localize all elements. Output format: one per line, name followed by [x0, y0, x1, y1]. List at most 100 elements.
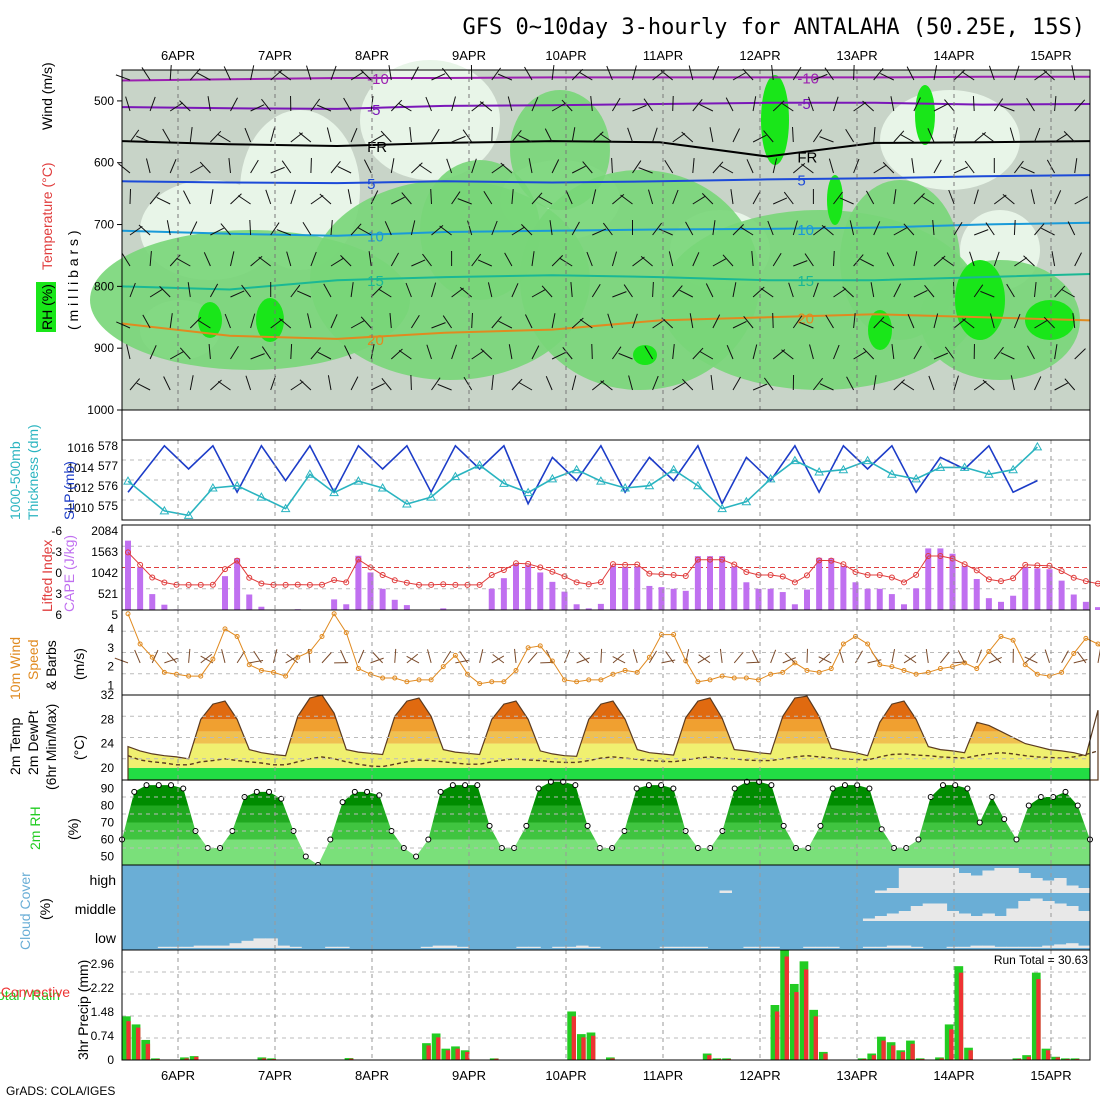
ylabel-wind-speed-2: Speed — [25, 640, 41, 680]
cape-bar — [258, 606, 265, 610]
wind-barb — [480, 348, 493, 360]
wind-barb — [298, 132, 312, 143]
cloud-high-bar — [982, 870, 995, 893]
wind-barb — [551, 65, 555, 81]
lifted-index-point — [222, 566, 228, 573]
wind-barb — [290, 284, 301, 298]
cloud-low-bar — [516, 946, 529, 948]
wind-barb — [230, 346, 239, 360]
wind-barb — [1000, 352, 1015, 360]
cape-bar — [779, 592, 786, 610]
contour-label: -5 — [367, 102, 380, 119]
wind-barb — [258, 256, 272, 267]
wind-barb — [618, 352, 633, 360]
ytick-label: 1.48 — [91, 1005, 115, 1019]
wind-barb — [278, 70, 292, 81]
wind-speed-point — [962, 660, 968, 666]
wind-speed-point — [1083, 635, 1089, 641]
wind-barb — [891, 344, 895, 360]
rh-key-swatch — [36, 282, 56, 332]
wind-barb — [627, 127, 633, 143]
wind-barb — [1072, 313, 1076, 329]
wind-barb — [270, 375, 277, 391]
wind-barb — [471, 312, 473, 329]
wind-barb — [828, 158, 834, 174]
cloud-level-label: low — [95, 930, 117, 946]
cape-bar — [1034, 568, 1041, 610]
cape-bar — [731, 566, 738, 610]
wind-barb — [136, 135, 151, 143]
wind-barb — [591, 131, 604, 143]
wind-barb — [647, 189, 654, 205]
date-label-bottom: 12APR — [739, 1068, 780, 1083]
surface-wind-barb — [221, 649, 226, 664]
wind-speed-line — [127, 612, 1100, 685]
cloud-middle-bar — [1066, 906, 1079, 921]
rh2m-point — [364, 788, 371, 795]
surface-wind-barb — [818, 653, 831, 664]
cape-bar — [1070, 594, 1077, 610]
wind-barb — [306, 65, 312, 81]
wind-barb — [562, 347, 573, 360]
wind-barb — [330, 161, 341, 174]
rh2m-point — [1013, 836, 1020, 843]
wind-barb — [993, 194, 1007, 205]
cloud-high-bar — [719, 890, 732, 893]
wind-barb — [430, 188, 432, 205]
wind-barb — [980, 290, 995, 298]
wind-barb — [893, 283, 902, 298]
cloud-middle-bar — [994, 916, 1007, 921]
wind-barb — [189, 375, 194, 391]
cape-bar — [901, 604, 907, 610]
cape-bar — [367, 572, 374, 610]
wind-speed-point — [234, 633, 240, 639]
rh-wet-region — [510, 90, 610, 210]
wind-barb — [1006, 283, 1015, 298]
cloud-low-bar — [432, 945, 446, 948]
wind-barb — [250, 159, 259, 174]
wind-barb — [732, 282, 737, 298]
cape-bar — [549, 581, 556, 610]
cloud-high-bar — [910, 868, 924, 893]
wind-speed-point — [319, 633, 325, 639]
date-label-bottom: 8APR — [355, 1068, 389, 1083]
wind-barb — [571, 375, 577, 391]
wind-speed-point — [1071, 650, 1077, 656]
rh2m-point — [1062, 788, 1069, 795]
contour-label: 5 — [797, 172, 805, 189]
wind-barb — [518, 134, 533, 143]
cloud-low-bar — [1078, 945, 1091, 948]
wind-barb — [933, 352, 949, 360]
wind-barb — [732, 376, 741, 391]
wind-speed-point — [513, 667, 519, 673]
wind-barb — [498, 320, 513, 329]
rh-saturated-region — [761, 75, 789, 165]
precip-convective-bar — [958, 972, 964, 1060]
date-label-bottom: 13APR — [836, 1068, 877, 1083]
surface-wind-barb — [751, 650, 759, 664]
precip-convective-bar — [494, 1058, 499, 1060]
cape-bar — [1046, 569, 1053, 610]
wind-barb — [862, 347, 875, 360]
wind-speed-point — [440, 664, 446, 670]
wind-barb — [804, 253, 814, 267]
wind-barb — [431, 377, 441, 391]
wind-barb — [772, 158, 778, 174]
thickness-point — [668, 464, 679, 474]
ylabel-temp-unit: (°C) — [71, 735, 87, 760]
contour-label: -10 — [797, 70, 819, 87]
wind-barb — [571, 68, 583, 81]
precip-convective-bar — [581, 1037, 586, 1060]
wind-barb — [401, 192, 412, 205]
precip-total-bar — [780, 950, 789, 1060]
thickness-point — [862, 455, 873, 465]
surface-wind-barb — [514, 648, 517, 663]
wind-barb — [1034, 223, 1045, 236]
precip-total-bar — [422, 1043, 431, 1060]
wind-barb — [370, 286, 383, 298]
rh2m-point — [462, 782, 469, 789]
wind-barb — [712, 65, 720, 81]
temp-band — [128, 719, 1090, 732]
wind-barb — [545, 375, 553, 391]
